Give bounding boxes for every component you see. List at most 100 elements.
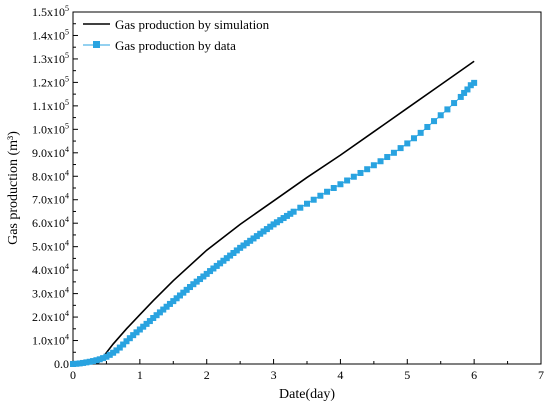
- y-tick-label: 1.4x105: [32, 27, 69, 42]
- data-point: [220, 257, 227, 264]
- y-tick-label: 3.0x104: [32, 286, 69, 301]
- data-point: [250, 235, 257, 242]
- y-tick-label: 1.1x105: [32, 98, 69, 113]
- data-point: [166, 300, 173, 307]
- y-axis-title: Gas production (m³): [6, 131, 21, 245]
- y-tick-label: 8.0x104: [32, 168, 69, 183]
- data-point: [203, 270, 210, 277]
- data-point: [187, 284, 193, 291]
- data-point: [410, 135, 417, 142]
- data-point: [417, 129, 424, 136]
- data-point: [126, 335, 133, 342]
- data-point: [80, 359, 87, 366]
- data-point: [70, 361, 76, 367]
- data-point: [100, 355, 107, 362]
- data-point: [160, 306, 167, 313]
- x-axis-title: Date(day): [279, 387, 335, 402]
- data-point: [310, 196, 317, 203]
- data-point: [73, 360, 80, 367]
- x-axis-ticks: 0 1 2 3 4 5 6 7: [70, 359, 544, 382]
- y-tick-label: 0.0: [54, 357, 69, 371]
- data-point: [210, 265, 217, 272]
- data-point: [457, 93, 464, 100]
- legend-data-marker: [93, 41, 100, 48]
- data-point: [76, 360, 83, 367]
- data-point: [153, 312, 160, 319]
- data-point: [324, 188, 331, 195]
- data-point: [424, 123, 431, 130]
- data-point: [133, 329, 140, 336]
- data-point: [130, 332, 137, 339]
- data-point: [140, 323, 147, 330]
- data-point: [277, 217, 284, 224]
- data-point: [150, 315, 157, 322]
- data-point: [464, 86, 471, 93]
- data-point: [357, 169, 364, 176]
- x-tick-label: 4: [337, 368, 343, 382]
- data-point: [237, 244, 244, 251]
- y-tick-label: 1.5x105: [32, 4, 69, 19]
- x-tick-label: 2: [204, 368, 210, 382]
- data-point: [90, 358, 97, 365]
- x-tick-label: 7: [538, 368, 544, 382]
- data-point: [146, 318, 153, 325]
- data-point: [230, 250, 237, 257]
- x-tick-label: 3: [271, 368, 277, 382]
- data-point: [337, 181, 344, 188]
- data-point: [280, 215, 287, 222]
- data-point: [123, 338, 130, 345]
- data-point: [223, 255, 230, 262]
- data-point: [240, 242, 247, 249]
- data-point: [471, 79, 478, 86]
- data-point: [263, 226, 270, 233]
- y-tick-label: 5.0x104: [32, 239, 69, 254]
- data-point: [283, 212, 290, 219]
- data-point: [404, 140, 411, 147]
- data-point: [176, 292, 183, 299]
- data-point: [93, 357, 100, 364]
- data-point: [197, 276, 204, 283]
- y-tick-label: 1.0x105: [32, 121, 69, 136]
- data-point: [317, 192, 324, 199]
- data-point: [451, 100, 458, 107]
- x-tick-label: 1: [137, 368, 143, 382]
- legend: Gas production by simulation Gas product…: [83, 17, 270, 53]
- data-point: [86, 358, 93, 365]
- data-point: [267, 223, 274, 230]
- x-tick-label: 6: [471, 368, 477, 382]
- y-tick-label: 1.3x105: [32, 51, 69, 66]
- data-point: [260, 228, 267, 235]
- data-point: [390, 149, 397, 156]
- data-point: [257, 230, 264, 237]
- data-point: [217, 260, 224, 267]
- data-point: [83, 359, 90, 366]
- data-point: [364, 166, 371, 173]
- y-tick-label: 1.0x104: [32, 333, 69, 348]
- data-point: [444, 106, 451, 113]
- y-axis-ticks: 0.0 1.0x104 2.0x104 3.0x104 4.0x104 5.0x104 6.…: [32, 4, 78, 371]
- data-point: [297, 204, 304, 211]
- data-point: [437, 112, 444, 119]
- data-point: [233, 247, 240, 254]
- data-point: [163, 303, 170, 310]
- data-point: [287, 210, 294, 217]
- data-point: [304, 200, 310, 207]
- data-point: [350, 173, 357, 180]
- data-point: [370, 162, 377, 169]
- data-point: [113, 347, 120, 354]
- data-point: [227, 252, 234, 259]
- data-point: [200, 273, 207, 280]
- y-tick-label: 9.0x104: [32, 145, 69, 160]
- data-point: [120, 341, 127, 348]
- data-point: [397, 145, 404, 152]
- legend-data-label: Gas production by data: [115, 38, 236, 53]
- data-point: [183, 286, 190, 293]
- data-point: [253, 233, 260, 240]
- data-point: [290, 208, 297, 215]
- y-tick-label: 2.0x104: [32, 309, 69, 324]
- legend-simulation-label: Gas production by simulation: [115, 17, 270, 32]
- data-point: [270, 221, 277, 228]
- x-tick-label: 0: [70, 368, 76, 382]
- data-point: [273, 219, 280, 226]
- data-point: [156, 309, 163, 316]
